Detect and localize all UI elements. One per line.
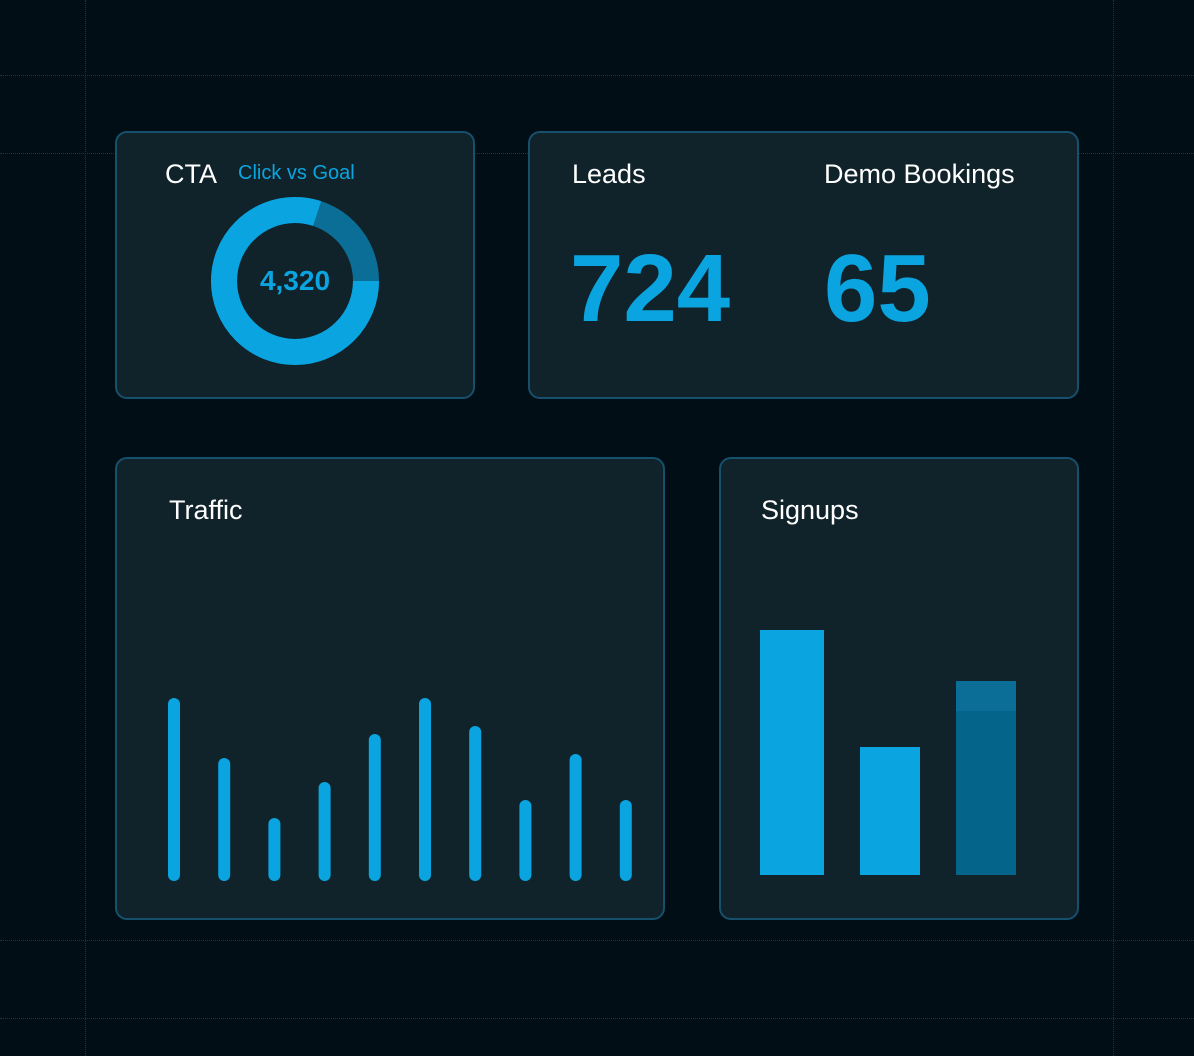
cta-card: CTA Click vs Goal 4,320: [115, 131, 475, 399]
traffic-bar: [569, 754, 582, 881]
signups-bar: [760, 630, 824, 875]
traffic-bar-chart: [168, 698, 632, 881]
traffic-bar: [519, 800, 532, 881]
cta-donut-chart: [211, 197, 379, 365]
donut-progress: [211, 197, 379, 365]
signups-card: Signups: [719, 457, 1079, 920]
traffic-bar: [168, 698, 180, 881]
demo-bookings-label: Demo Bookings: [824, 159, 1015, 189]
traffic-bar: [419, 698, 431, 881]
grid-line: [0, 940, 1194, 941]
cta-title: CTA: [165, 159, 217, 189]
signups-bar: [956, 711, 1016, 875]
traffic-bar: [368, 734, 381, 881]
grid-line: [0, 1018, 1194, 1019]
grid-line: [85, 0, 86, 1056]
leads-card: Leads 724 Demo Bookings 65: [528, 131, 1079, 399]
leads-label: Leads: [572, 159, 646, 189]
signups-title: Signups: [761, 495, 859, 525]
traffic-title: Traffic: [169, 495, 243, 525]
demo-bookings-value: 65: [824, 235, 931, 342]
traffic-card: Traffic: [115, 457, 665, 920]
traffic-bar: [218, 758, 231, 881]
traffic-bar: [469, 726, 482, 881]
cta-center-value: 4,320: [259, 265, 331, 296]
traffic-bar: [318, 782, 331, 881]
traffic-bar: [619, 800, 632, 881]
leads-value: 724: [570, 235, 731, 342]
signups-bar: [860, 747, 920, 875]
traffic-bar: [268, 818, 281, 881]
cta-subtitle: Click vs Goal: [238, 162, 355, 184]
signups-bar-chart: [760, 630, 1016, 875]
grid-line: [1113, 0, 1114, 1056]
signups-bar-segment: [956, 681, 1016, 711]
grid-line: [0, 75, 1194, 76]
